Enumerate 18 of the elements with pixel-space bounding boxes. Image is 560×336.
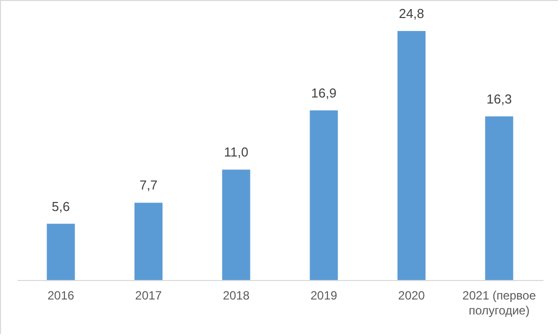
x-tick-label: 2017: [135, 288, 162, 302]
x-tick-label: 2018: [222, 288, 250, 302]
bar: [134, 202, 163, 280]
data-label: 16,9: [311, 85, 336, 100]
data-label: 11,0: [224, 144, 248, 160]
x-tick-label: 2016: [47, 288, 75, 302]
bar: [310, 110, 338, 280]
bar: [46, 224, 75, 280]
bar: [485, 116, 514, 280]
x-tick-label: 2021 (первое полугодие): [462, 288, 536, 318]
x-tick-label: 2020: [398, 288, 426, 302]
x-tick-label: 2019: [310, 288, 338, 302]
data-label: 5,6: [52, 198, 70, 214]
data-label: 7,7: [139, 178, 158, 193]
data-label: 24,8: [398, 6, 424, 22]
bar: [222, 170, 250, 280]
data-label: 16,3: [486, 91, 512, 106]
bar: [397, 31, 426, 280]
